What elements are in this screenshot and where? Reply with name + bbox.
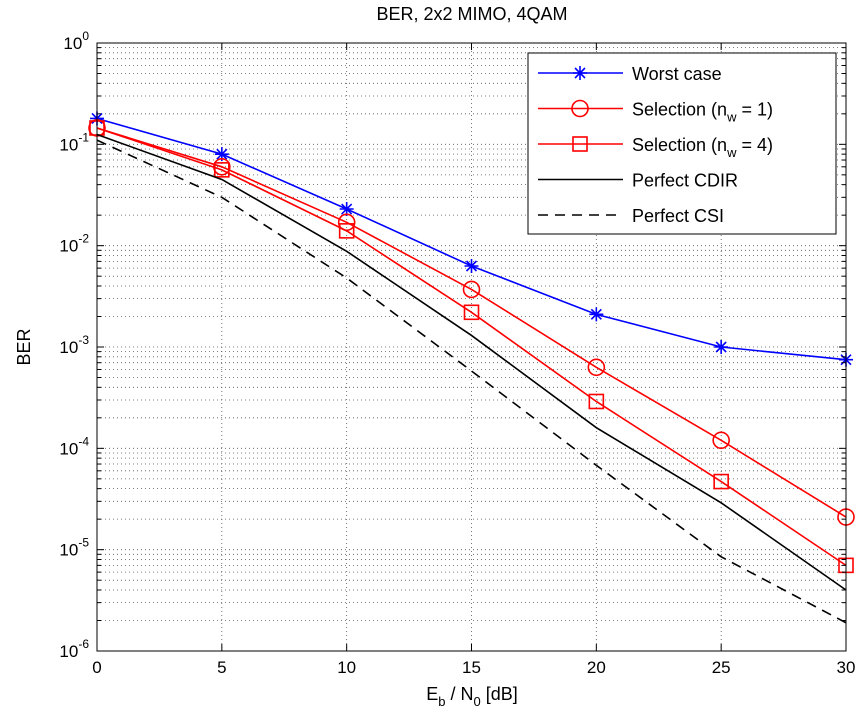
legend-label-part: = 1) — [736, 100, 773, 120]
data-point-sel4 — [463, 304, 480, 321]
y-tick-label-exponent: 0 — [82, 29, 89, 43]
y-tick-label-base: 10 — [59, 439, 78, 458]
legend-marker-sel4 — [572, 136, 588, 152]
x-tick-label: 30 — [837, 658, 856, 677]
legend-label-part: = 4) — [736, 135, 773, 155]
legend-label-part: Selection (n — [632, 135, 727, 155]
series-csi — [96, 139, 847, 624]
x-tick-label: 10 — [337, 658, 356, 677]
y-tick-label-base: 10 — [59, 642, 78, 661]
data-point-sel1 — [587, 358, 606, 377]
y-tick-label: 10-2 — [59, 232, 89, 256]
legend-entry-worst: Worst case — [538, 64, 722, 84]
series-line-cdir — [96, 133, 847, 591]
y-tick-label-exponent: -1 — [78, 130, 89, 144]
data-point-worst — [714, 340, 729, 354]
y-tick-label-base: 10 — [59, 237, 78, 256]
y-tick-label-base: 10 — [59, 338, 78, 357]
legend-label-sel4: Selection (nw = 4) — [632, 135, 773, 160]
series-sel1 — [88, 119, 855, 526]
series-layer — [88, 111, 855, 624]
data-point-worst — [214, 147, 229, 162]
legend-entry-sel4: Selection (nw = 4) — [538, 135, 773, 160]
legend-label-part: Selection (n — [632, 100, 727, 120]
series-line-csi — [96, 139, 847, 624]
y-tick-label-exponent: -4 — [78, 434, 89, 448]
x-tick-labels: 0 5 10 15 20 25 30 — [92, 658, 855, 677]
data-point-sel4 — [338, 223, 355, 239]
legend-label-sel1: Selection (nw = 1) — [632, 100, 773, 125]
y-tick-label: 10-4 — [59, 434, 89, 458]
series-cdir — [96, 133, 847, 591]
x-axis-label-part: / N — [445, 684, 473, 704]
data-point-sel4 — [588, 393, 605, 410]
data-point-worst — [339, 202, 354, 217]
legend-marker-sel1 — [571, 99, 589, 118]
x-axis-label: Eb / N0 [dB] — [426, 684, 518, 709]
y-tick-label-exponent: -3 — [78, 333, 89, 347]
series-line-sel1 — [96, 127, 847, 518]
x-tick-label: 25 — [712, 658, 731, 677]
data-point-sel1 — [712, 431, 730, 450]
y-tick-label: 100 — [63, 29, 89, 53]
legend-entry-sel1: Selection (nw = 1) — [538, 100, 773, 125]
y-tick-label: 10-5 — [59, 536, 89, 560]
legend-marker-worst — [573, 66, 587, 80]
y-tick-label: 10-6 — [59, 637, 89, 661]
legend-label-subscript: w — [726, 110, 737, 125]
data-point-worst — [464, 259, 479, 273]
y-axis-label: BER — [14, 328, 34, 365]
y-tick-label-exponent: -6 — [78, 637, 89, 651]
x-tick-label: 15 — [462, 658, 481, 677]
series-line-sel4 — [96, 127, 847, 567]
legend-label-cdir: Perfect CDIR — [632, 171, 738, 191]
y-tick-label-base: 10 — [59, 541, 78, 560]
legend-entry-csi: Perfect CSI — [538, 206, 724, 226]
data-point-sel4 — [214, 162, 230, 178]
x-axis-label-subscript: 0 — [474, 694, 481, 709]
axis-ticks — [96, 42, 847, 652]
x-axis-label-unit: [dB] — [481, 684, 518, 704]
data-point-sel1 — [462, 280, 481, 299]
x-tick-label: 20 — [587, 658, 606, 677]
x-axis-label-subscript: b — [438, 694, 445, 709]
x-tick-label: 5 — [217, 658, 226, 677]
chart-title: BER, 2x2 MIMO, 4QAM — [376, 4, 567, 24]
legend-label-worst: Worst case — [632, 64, 722, 84]
y-tick-label-base: 10 — [59, 135, 78, 154]
series-sel4 — [89, 120, 854, 574]
legend-entry-cdir: Perfect CDIR — [538, 171, 738, 191]
x-tick-label: 0 — [92, 658, 101, 677]
y-tick-label: 10-3 — [59, 333, 89, 357]
x-axis-label-part: E — [426, 684, 438, 704]
legend-label-subscript: w — [726, 145, 737, 160]
data-point-worst — [589, 307, 604, 322]
data-point-sel4 — [713, 473, 729, 490]
y-tick-label-base: 10 — [63, 34, 82, 53]
y-tick-label-exponent: -2 — [78, 232, 89, 246]
y-tick-label: 10-1 — [59, 130, 89, 154]
legend-label-csi: Perfect CSI — [632, 206, 724, 226]
y-tick-label-exponent: -5 — [78, 536, 89, 550]
